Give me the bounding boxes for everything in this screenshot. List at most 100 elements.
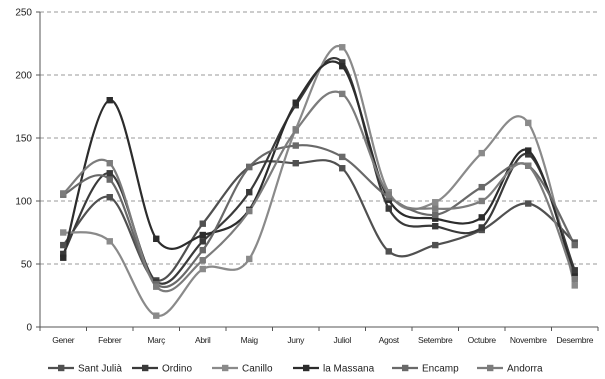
data-point xyxy=(106,176,113,183)
data-point xyxy=(525,147,532,154)
legend-label: Encamp xyxy=(422,364,459,375)
data-point xyxy=(60,241,67,249)
legend-swatch-marker xyxy=(487,364,494,372)
data-point xyxy=(525,151,532,158)
data-point xyxy=(432,199,439,206)
series-lines xyxy=(62,44,576,317)
series-markers xyxy=(60,44,578,319)
x-tick-label: Desembre xyxy=(556,335,593,345)
y-tick-label: 0 xyxy=(26,323,32,334)
data-point xyxy=(339,59,346,66)
data-point xyxy=(199,257,206,264)
x-tick-label: Agost xyxy=(379,335,400,345)
data-point xyxy=(60,190,67,197)
y-tick-label: 100 xyxy=(15,197,32,208)
data-point xyxy=(339,62,346,70)
data-point xyxy=(292,160,299,167)
data-point xyxy=(525,162,532,169)
data-point xyxy=(339,153,346,161)
x-tick-label: Abril xyxy=(195,335,211,345)
x-tick-label: Maig xyxy=(241,335,259,345)
data-point xyxy=(478,214,485,221)
data-point xyxy=(432,205,439,212)
data-point xyxy=(432,223,439,230)
data-point xyxy=(246,207,253,215)
data-point xyxy=(106,238,113,245)
data-point xyxy=(246,255,253,263)
data-point xyxy=(106,97,113,104)
legend: Sant Julià Ordino Canillo la Massana Encamp A… xyxy=(48,364,543,375)
data-point xyxy=(292,99,299,106)
x-tick-label: Juny xyxy=(287,335,305,345)
gridlines xyxy=(40,11,598,265)
y-tick-labels: 0 50 100 150 200 250 xyxy=(15,8,32,334)
data-point xyxy=(292,127,299,134)
x-tick-label: Gener xyxy=(52,335,75,345)
data-point xyxy=(60,254,67,261)
data-point xyxy=(525,119,532,127)
x-tick-label: Novembre xyxy=(510,335,547,345)
x-tick-labels: Gener Febrer Març Abril Maig Juny Juliol Agost S… xyxy=(52,335,594,345)
series-line-3 xyxy=(62,60,576,277)
data-point xyxy=(246,188,253,196)
data-point xyxy=(571,282,578,289)
legend-label: Sant Julià xyxy=(78,364,122,375)
data-point xyxy=(385,205,392,212)
x-tick-label: Setembre xyxy=(418,335,453,345)
data-point xyxy=(339,44,346,51)
data-point xyxy=(478,183,485,191)
data-point xyxy=(153,312,160,319)
y-tick-label: 150 xyxy=(15,134,32,145)
data-point xyxy=(199,238,206,245)
legend-swatch-marker xyxy=(142,364,149,372)
data-point xyxy=(339,165,346,172)
series-line-2 xyxy=(63,44,576,317)
data-point xyxy=(525,200,532,207)
legend-label: Canillo xyxy=(242,364,273,375)
data-point xyxy=(385,248,392,255)
data-point xyxy=(199,246,206,254)
data-point xyxy=(432,215,439,222)
legend-swatch-marker xyxy=(58,364,65,372)
y-tick-label: 50 xyxy=(21,260,33,271)
legend-label: Ordino xyxy=(162,364,192,375)
data-point xyxy=(106,170,113,177)
data-point xyxy=(60,250,67,258)
legend-swatch-marker xyxy=(402,364,409,372)
y-tick-label: 250 xyxy=(15,8,32,19)
axes xyxy=(36,11,599,331)
data-point xyxy=(246,163,253,171)
data-point xyxy=(478,224,485,231)
data-point xyxy=(106,160,113,167)
data-point xyxy=(478,197,485,205)
data-point xyxy=(385,191,392,198)
data-point xyxy=(199,265,206,273)
legend-swatch-marker xyxy=(222,364,229,372)
x-tick-label: Febrer xyxy=(98,335,122,345)
data-point xyxy=(432,241,439,249)
x-tick-label: Març xyxy=(147,335,166,345)
legend-label: Andorra xyxy=(507,364,543,375)
data-point xyxy=(292,142,299,149)
data-point xyxy=(199,231,206,239)
series-line-4 xyxy=(62,144,576,288)
data-point xyxy=(60,229,67,236)
data-point xyxy=(571,267,578,274)
data-point xyxy=(571,275,578,283)
legend-swatch-marker xyxy=(303,364,310,372)
series-line-5 xyxy=(62,90,576,293)
legend-label: la Massana xyxy=(323,364,375,375)
x-tick-label: Juliol xyxy=(333,335,351,345)
data-point xyxy=(153,235,160,242)
data-point xyxy=(106,194,113,201)
data-point xyxy=(478,149,485,157)
data-point xyxy=(199,220,206,227)
data-point xyxy=(339,90,346,98)
data-point xyxy=(571,241,578,249)
data-point xyxy=(153,283,160,290)
data-point xyxy=(432,211,439,219)
y-tick-label: 200 xyxy=(15,71,32,82)
series-line-0 xyxy=(62,159,576,282)
x-tick-label: Octubre xyxy=(468,335,497,345)
